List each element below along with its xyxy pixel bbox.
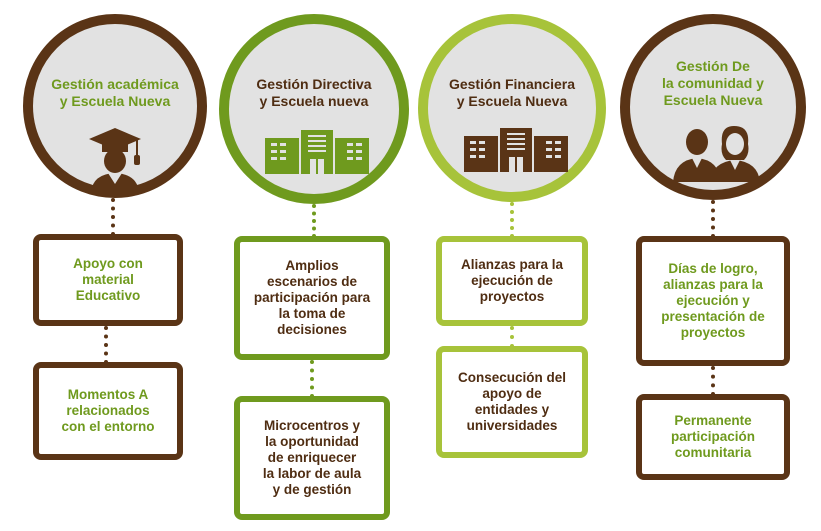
connector (711, 366, 715, 396)
connector (510, 326, 514, 348)
circle-gestion-directiva: Gestión Directiva y Escuela nueva (219, 14, 409, 204)
circle-gestion-financiera: Gestión Financiera y Escuela Nueva (418, 14, 606, 202)
graduate-icon (89, 128, 141, 192)
circle-title: Gestión De la comunidad y Escuela Nueva (662, 58, 764, 108)
box-dias-de-logro: Días de logro, alianzas para la ejecució… (636, 236, 790, 366)
connector (711, 200, 715, 238)
circle-gestion-academica: Gestión académica y Escuela Nueva (23, 14, 207, 198)
circle-title: Gestión Directiva y Escuela nueva (256, 76, 372, 109)
box-microcentros: Microcentros y la oportunidad de enrique… (234, 396, 390, 520)
box-consecucion: Consecución del apoyo de entidades y uni… (436, 346, 588, 458)
box-momentos: Momentos A relacionados con el entorno (33, 362, 183, 460)
connector (111, 198, 115, 236)
circle-title: Gestión académica y Escuela Nueva (51, 76, 179, 109)
connector (104, 326, 108, 364)
circle-title: Gestión Financiera y Escuela Nueva (448, 76, 576, 109)
connector (310, 360, 314, 398)
circle-gestion-comunidad: Gestión De la comunidad y Escuela Nueva (620, 14, 806, 200)
box-apoyo-material: Apoyo con material Educativo (33, 234, 183, 326)
community-people-icon (673, 126, 760, 182)
box-permanente-participacion: Permanente participación comunitaria (636, 394, 790, 480)
box-alianzas: Alianzas para la ejecución de proyectos (436, 236, 588, 326)
connector (510, 202, 514, 238)
school-building-icon (464, 128, 568, 172)
connector (312, 204, 316, 238)
school-building-icon (265, 130, 369, 174)
box-amplios-escenarios: Amplios escenarios de participación para… (234, 236, 390, 360)
